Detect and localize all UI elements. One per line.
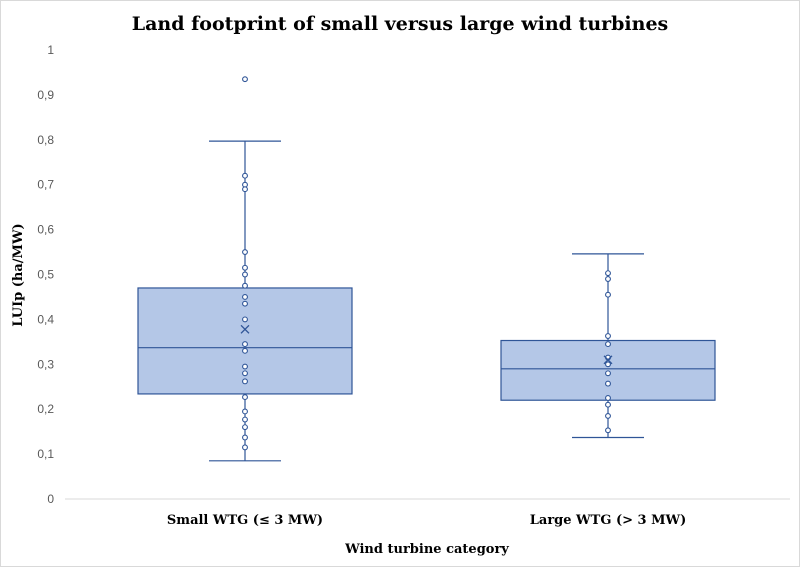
data-point <box>242 347 248 354</box>
data-point <box>605 370 611 377</box>
data-point <box>605 341 611 348</box>
data-point <box>242 271 248 278</box>
data-point <box>605 412 611 419</box>
box-group <box>137 76 353 462</box>
y-axis-title: LUIp (ha/MW) <box>11 223 26 326</box>
mean-marker-stroke <box>240 324 250 334</box>
category-label: Large WTG (> 3 MW) <box>530 513 686 528</box>
y-tick-label: 0,4 <box>37 312 54 326</box>
mean-marker <box>603 355 613 365</box>
data-point <box>242 363 248 370</box>
data-point <box>242 416 248 423</box>
data-point <box>242 378 248 385</box>
data-point <box>242 394 248 401</box>
y-tick-label: 0,9 <box>37 88 54 102</box>
data-point <box>242 341 248 348</box>
y-tick-label: 0,8 <box>37 133 54 147</box>
data-point <box>242 444 248 451</box>
data-point <box>605 276 611 282</box>
box-series <box>137 76 716 462</box>
data-point <box>605 401 611 408</box>
box-group <box>500 253 716 439</box>
data-point <box>242 300 248 307</box>
data-point <box>605 291 611 298</box>
interquartile-box <box>137 287 353 395</box>
y-tick-label: 0,5 <box>37 268 54 282</box>
data-point <box>242 370 248 377</box>
y-tick-label: 0,6 <box>37 223 54 237</box>
data-point <box>242 264 248 271</box>
data-point <box>605 380 611 387</box>
mean-marker-stroke <box>603 355 613 365</box>
x-axis-title: Wind turbine category <box>344 542 509 557</box>
data-point <box>242 408 248 415</box>
data-point <box>242 249 248 256</box>
data-point <box>242 186 248 193</box>
data-point <box>242 172 248 179</box>
data-point <box>242 294 248 300</box>
data-point <box>605 395 611 401</box>
data-point <box>605 270 611 277</box>
category-labels: Small WTG (≤ 3 MW) Large WTG (> 3 MW) <box>167 513 686 528</box>
y-tick-label: 0,1 <box>37 447 54 461</box>
data-point <box>242 424 248 431</box>
data-point <box>242 76 248 83</box>
chart-title: Land footprint of small versus large win… <box>132 13 669 35</box>
y-tick-label: 0,7 <box>37 178 54 192</box>
y-tick-label: 1 <box>47 43 54 57</box>
data-point <box>242 434 248 441</box>
y-tick-label: 0 <box>47 492 54 506</box>
data-point <box>242 316 248 323</box>
y-tick-label: 0,3 <box>37 357 54 371</box>
category-label: Small WTG (≤ 3 MW) <box>167 513 323 528</box>
mean-marker <box>240 324 250 334</box>
data-point <box>605 333 611 339</box>
y-tick-labels: 0 0,1 0,2 0,3 0,4 0,5 0,6 0,7 0,8 0,9 1 <box>37 43 54 506</box>
data-point <box>605 361 611 368</box>
y-tick-label: 0,2 <box>37 402 54 416</box>
data-point <box>242 282 248 289</box>
data-point <box>605 427 611 434</box>
